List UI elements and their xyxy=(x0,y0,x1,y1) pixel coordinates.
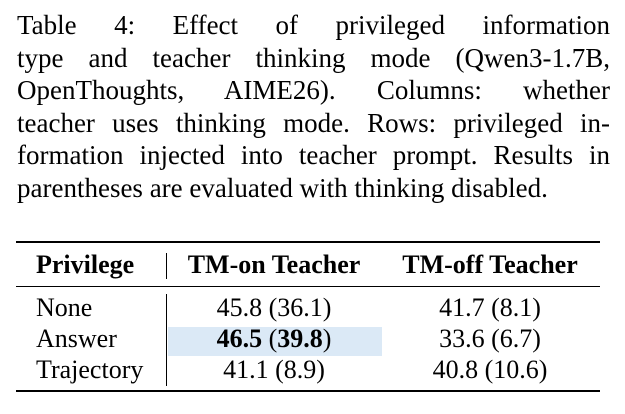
table-bottom-rule xyxy=(16,390,600,392)
caption-line: Table 4: Effect of privileged informatio… xyxy=(17,10,610,40)
table-cell: 40.8 (10.6) xyxy=(432,355,548,384)
column-separator xyxy=(166,253,167,279)
highlight-cell-background xyxy=(168,327,382,356)
header-privilege: Privilege xyxy=(36,250,135,279)
caption-line: parentheses are evaluated with thinking … xyxy=(17,172,548,203)
table-cell: 41.7 (8.1) xyxy=(439,293,541,322)
table-cell: 33.6 (6.7) xyxy=(439,324,541,353)
row-label-answer: Answer xyxy=(36,324,117,353)
row-label-none: None xyxy=(36,293,93,322)
caption-line: formation injected into teacher prompt. … xyxy=(17,140,610,171)
caption-line: OpenThoughts, AIME26). Columns: whether xyxy=(17,75,610,106)
header-tm-off-teacher: TM-off Teacher xyxy=(402,250,578,279)
caption-line: teacher uses thinking mode. Rows: privil… xyxy=(17,107,610,138)
header-tm-on-teacher: TM-on Teacher xyxy=(187,250,361,279)
table-caption: Table 4: Effect of privileged informatio… xyxy=(17,9,610,205)
table-cell-best: 46.5 (39.8) xyxy=(216,324,332,353)
table-cell: 41.1 (8.9) xyxy=(223,355,325,384)
table-top-rule xyxy=(16,241,600,243)
table-cell: 45.8 (36.1) xyxy=(216,293,332,322)
table-header-rule xyxy=(16,286,600,287)
caption-line: type and teacher thinking mode (Qwen3-1.… xyxy=(17,42,610,73)
row-label-trajectory: Trajectory xyxy=(36,355,144,384)
column-separator xyxy=(166,294,167,386)
